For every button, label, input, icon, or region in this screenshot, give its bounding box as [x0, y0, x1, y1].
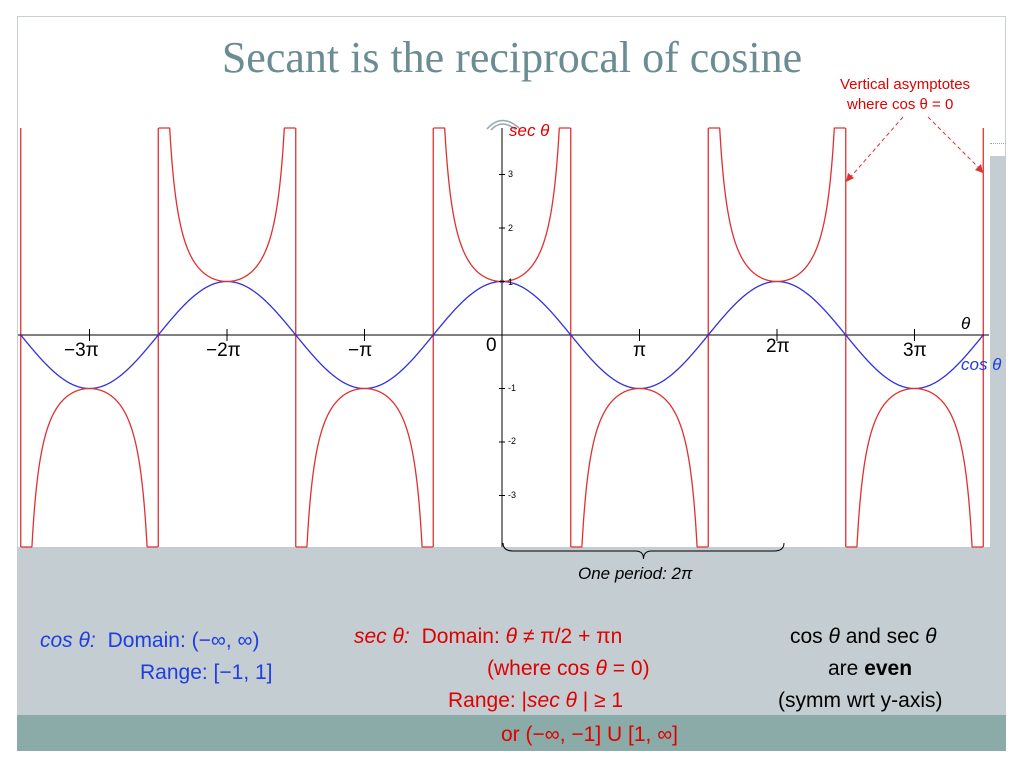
- side-dotted-rule: [990, 143, 1006, 144]
- sec-range-var: sec θ: [527, 689, 577, 712]
- x-axis-label: θ: [961, 314, 971, 333]
- x-tick-label: 3π: [903, 340, 927, 361]
- even-note-b: and sec: [839, 625, 926, 648]
- y-tick-label: 2: [508, 223, 514, 233]
- asymptote-note-line1: Vertical asymptotes: [840, 76, 971, 93]
- sec-curve-branch: [845, 387, 984, 548]
- cos-range: Range: [−1, 1]: [140, 661, 273, 684]
- footer-band: [17, 547, 1006, 715]
- y-axis-ticks: [499, 174, 505, 496]
- even-note-var2: θ: [925, 625, 937, 648]
- sec-range-line: Range: |sec θ | ≥ 1: [448, 688, 623, 713]
- cos-domain-line: cos θ: Domain: (−∞, ∞): [40, 628, 260, 653]
- sec-curve-branch: [570, 387, 709, 548]
- sec-curve-branch: [295, 387, 434, 548]
- annotation-graphics: [486, 116, 983, 560]
- period-label: One period: 2π: [578, 564, 693, 583]
- x-tick-label: π: [633, 340, 647, 361]
- even-note-are: are: [828, 657, 865, 680]
- x-tick-label: −π: [348, 340, 373, 361]
- sec-where-var: θ: [595, 657, 607, 680]
- x-tick-label: 2π: [766, 336, 790, 357]
- sec-curve-branch: [20, 387, 159, 548]
- sec-domain-var: θ: [505, 625, 518, 648]
- asymptote-note-line2: where cos θ = 0: [847, 96, 954, 113]
- x-tick-label: −3π: [64, 340, 99, 361]
- sec-where-line: (where cos θ = 0): [487, 656, 650, 681]
- y-tick-label: -2: [508, 436, 517, 446]
- even-note-a: cos: [790, 625, 829, 648]
- annotation-arrow: [927, 116, 982, 171]
- even-note-line2: are even: [828, 656, 912, 681]
- y-tick-label: 3: [508, 169, 514, 179]
- cos-domain: Domain: (−∞, ∞): [107, 629, 260, 652]
- period-brace: [502, 542, 785, 560]
- even-note-bold: even: [864, 657, 913, 680]
- y-tick-label: -1: [508, 383, 517, 393]
- y-axis-label: sec θ: [509, 121, 550, 140]
- y-tick-label: -3: [508, 490, 517, 500]
- sec-domain-line: sec θ: Domain: θ ≠ π/2 + πn: [354, 624, 622, 649]
- even-note-var1: θ: [828, 625, 840, 648]
- sec-range-prefix: Range: |: [448, 689, 528, 712]
- origin-label: 0: [486, 335, 497, 356]
- cos-curve-label: cos θ: [961, 355, 1002, 374]
- axis-arc-decoration: [490, 123, 517, 131]
- sec-domain-prefix: Domain:: [421, 625, 506, 648]
- axes: [18, 128, 989, 547]
- asymptote-lines: [20, 128, 984, 547]
- sec-domain-suffix: ≠ π/2 + πn: [517, 625, 623, 648]
- side-strip: [990, 156, 1006, 547]
- sec-range-alt: or (−∞, −1] U [1, ∞]: [501, 723, 679, 746]
- annotation-arrow: [847, 116, 904, 181]
- sec-curve-branch: [158, 127, 296, 283]
- sec-where-prefix: (where cos: [487, 657, 596, 680]
- y-tick-label: 1: [508, 277, 514, 287]
- footer-accent-band: [17, 715, 1006, 751]
- annotation-arrowhead: [975, 164, 983, 173]
- sec-where-suffix: = 0): [606, 657, 650, 680]
- cos-name: cos θ:: [40, 629, 96, 652]
- sec-curve-branch: [708, 127, 846, 283]
- sec-range-suffix: | ≥ 1: [576, 689, 624, 712]
- sec-name: sec θ:: [354, 625, 410, 648]
- axis-arc-decoration: [486, 119, 521, 130]
- annotation-arrowhead: [846, 173, 854, 182]
- even-note-line1: cos θ and sec θ: [790, 624, 937, 649]
- even-note-line3: (symm wrt y-axis): [778, 689, 943, 712]
- slide-title: Secant is the reciprocal of cosine: [221, 33, 803, 82]
- x-tick-label: −2π: [206, 340, 241, 361]
